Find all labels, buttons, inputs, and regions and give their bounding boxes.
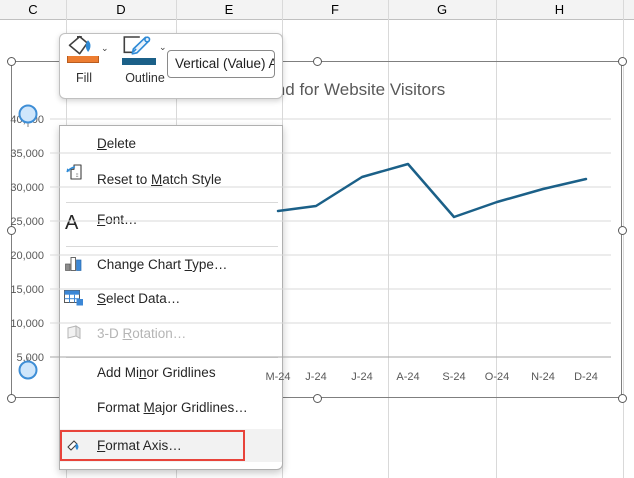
svg-text:J-24: J-24 (351, 371, 372, 383)
svg-text:D-24: D-24 (574, 371, 598, 383)
svg-text:25,000: 25,000 (10, 216, 44, 228)
svg-text:20,000: 20,000 (10, 250, 44, 262)
svg-text:15,000: 15,000 (10, 284, 44, 296)
svg-text:S-24: S-24 (442, 371, 465, 383)
svg-text:A-24: A-24 (396, 371, 419, 383)
svg-text:M-24: M-24 (265, 371, 290, 383)
svg-text:35,000: 35,000 (10, 148, 44, 160)
svg-text:N-24: N-24 (531, 371, 555, 383)
svg-text:30,000: 30,000 (10, 182, 44, 194)
svg-text:J-24: J-24 (305, 371, 326, 383)
svg-text:10,000: 10,000 (10, 318, 44, 330)
svg-text:O-24: O-24 (485, 371, 509, 383)
